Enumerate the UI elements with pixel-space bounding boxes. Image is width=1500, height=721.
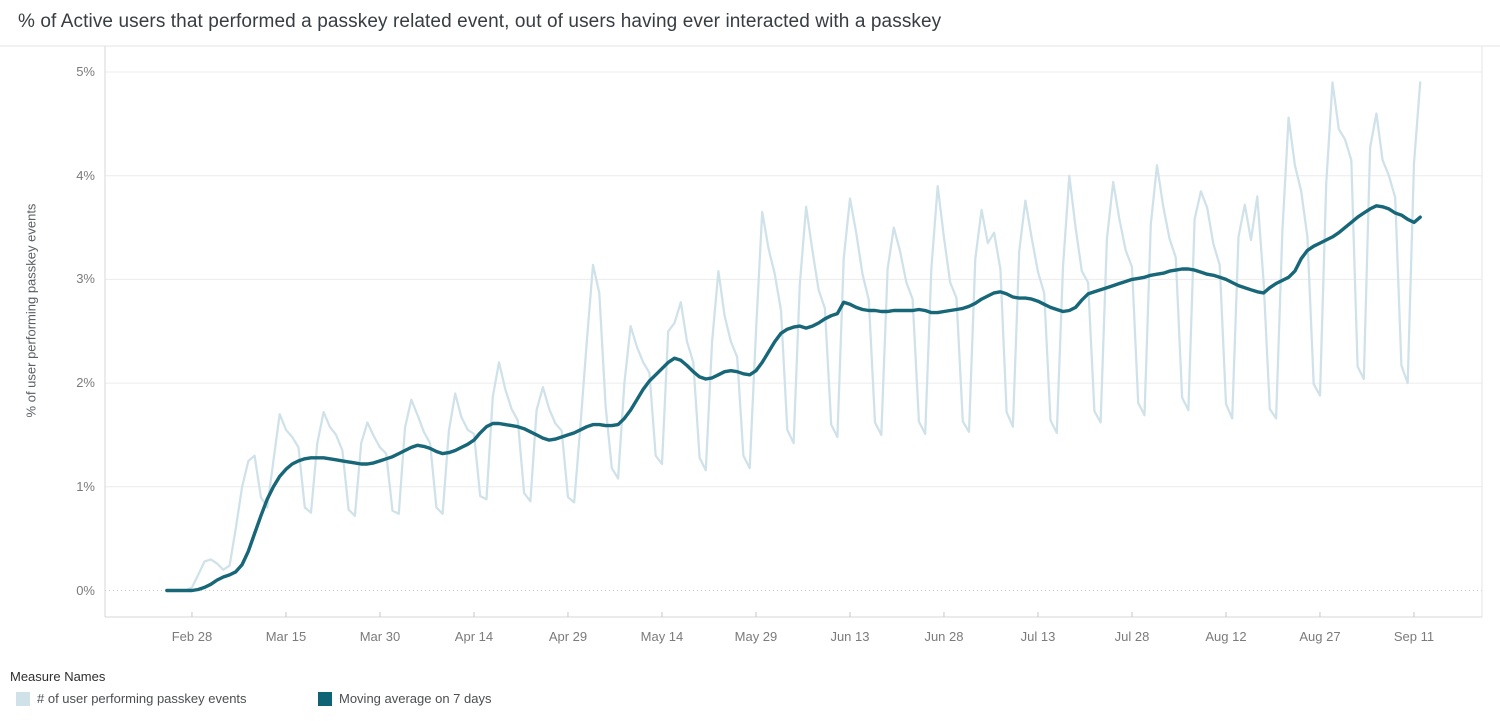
y-tick-label: 2% <box>76 375 95 391</box>
x-tick-label: Jun 28 <box>924 629 964 644</box>
daily-series[interactable] <box>165 81 1422 592</box>
y-tick-label: 5% <box>76 64 95 79</box>
y-tick-label: 4% <box>76 167 95 183</box>
x-tick-label: Jul 28 <box>1114 629 1150 644</box>
legend-item-daily-series[interactable]: # of user performing passkey events <box>16 691 247 706</box>
x-tick-label: Feb 28 <box>171 629 213 644</box>
y-tick-label: 3% <box>76 271 95 287</box>
legend-item-moving-average[interactable]: Moving average on 7 days <box>318 691 491 706</box>
legend-label-moving-average: Moving average on 7 days <box>339 691 492 706</box>
y-tick-label: 0% <box>76 582 95 598</box>
y-tick-label: 1% <box>76 478 95 494</box>
x-tick-label: Aug 12 <box>1205 629 1247 644</box>
legend-title: Measure Names <box>10 669 106 684</box>
x-tick-label: Jul 13 <box>1020 629 1056 644</box>
x-tick-label: May 14 <box>640 629 684 644</box>
x-tick-label: Apr 29 <box>548 629 588 644</box>
legend-swatch-moving-average-icon[interactable] <box>318 691 332 706</box>
page-title: % of Active users that performed a passk… <box>18 11 942 32</box>
x-tick-label: May 29 <box>734 629 778 644</box>
legend-label-daily: # of user performing passkey events <box>37 691 247 706</box>
x-tick-label: Mar 15 <box>265 629 307 644</box>
x-tick-label: Jun 13 <box>830 629 870 644</box>
x-tick-label: Sep 11 <box>1393 629 1435 644</box>
x-tick-label: Apr 14 <box>454 629 494 644</box>
legend-swatch-daily-icon[interactable] <box>16 691 30 706</box>
x-tick-label: Aug 27 <box>1299 629 1341 644</box>
x-tick-label: Mar 30 <box>359 629 401 644</box>
moving-average-series[interactable] <box>165 204 1422 593</box>
